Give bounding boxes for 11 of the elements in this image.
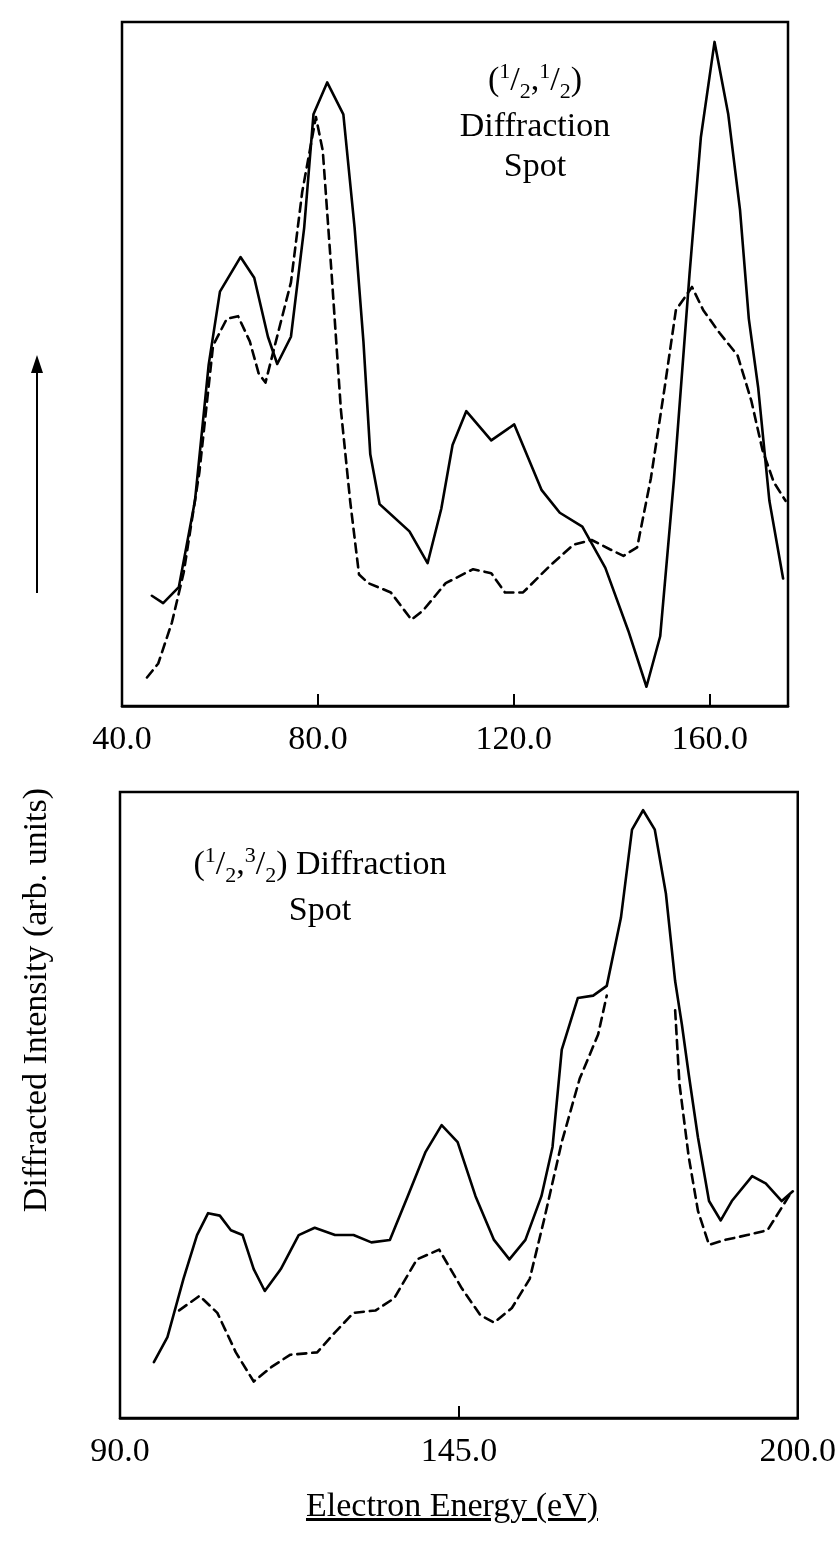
- text: ($^{1}$/$_{2}$,$^{1}$/$_{2}$) Diffraction Spot: [459, 58, 611, 184]
- x-tick-label: 40.0: [92, 718, 152, 756]
- x-tick-label: 80.0: [288, 718, 348, 756]
- y-axis-title: Diffracted Intensity (arb. units): [16, 787, 54, 1213]
- x-tick-label: 160.0: [671, 718, 748, 756]
- x-tick-label: 90.0: [90, 1430, 150, 1468]
- x-tick-label: 145.0: [420, 1430, 498, 1468]
- x-axis-title: Electron Energy (eV): [305, 1486, 599, 1524]
- x-tick-label: 200.0: [759, 1430, 836, 1468]
- x-tick-label: 120.0: [475, 718, 553, 756]
- text: ($^{1}$/$_{2}$,$^{3}$/$_{2}$) Diffraction Spot: [193, 842, 447, 927]
